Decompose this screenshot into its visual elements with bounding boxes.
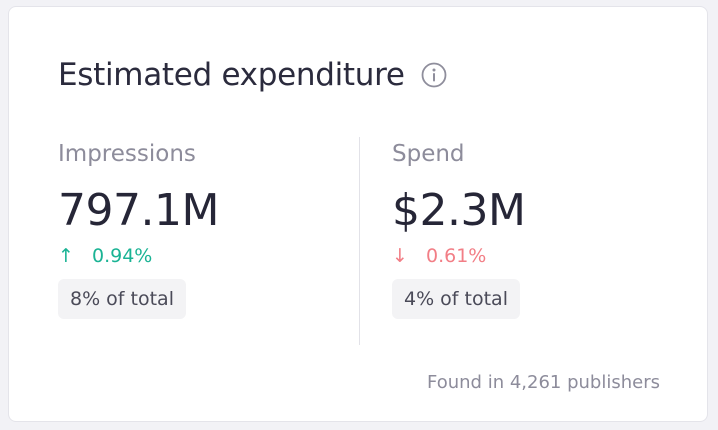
arrow-up-icon: ↑	[58, 245, 74, 267]
spend-change-value: 0.61%	[426, 245, 487, 267]
publishers-footnote: Found in 4,261 publishers	[427, 372, 660, 393]
card-title: Estimated expenditure	[58, 57, 405, 93]
arrow-down-icon: ↓	[392, 245, 408, 267]
impressions-metric: Impressions 797.1M ↑ 0.94% 8% of total	[58, 139, 219, 319]
metric-divider	[359, 137, 360, 345]
spend-change: ↓ 0.61%	[392, 243, 525, 269]
impressions-change: ↑ 0.94%	[58, 243, 219, 269]
spend-metric: Spend $2.3M ↓ 0.61% 4% of total	[392, 139, 526, 319]
estimated-expenditure-card: Estimated expenditure Impressions 797.1M…	[8, 6, 708, 422]
spend-value: $2.3M	[392, 185, 526, 236]
spend-share-badge: 4% of total	[392, 279, 520, 319]
impressions-change-value: 0.94%	[92, 245, 153, 267]
spend-label: Spend	[392, 141, 465, 167]
impressions-value: 797.1M	[58, 185, 219, 236]
impressions-label: Impressions	[58, 141, 196, 167]
info-icon[interactable]	[421, 62, 447, 88]
impressions-share-badge: 8% of total	[58, 279, 186, 319]
card-header: Estimated expenditure	[58, 57, 447, 93]
